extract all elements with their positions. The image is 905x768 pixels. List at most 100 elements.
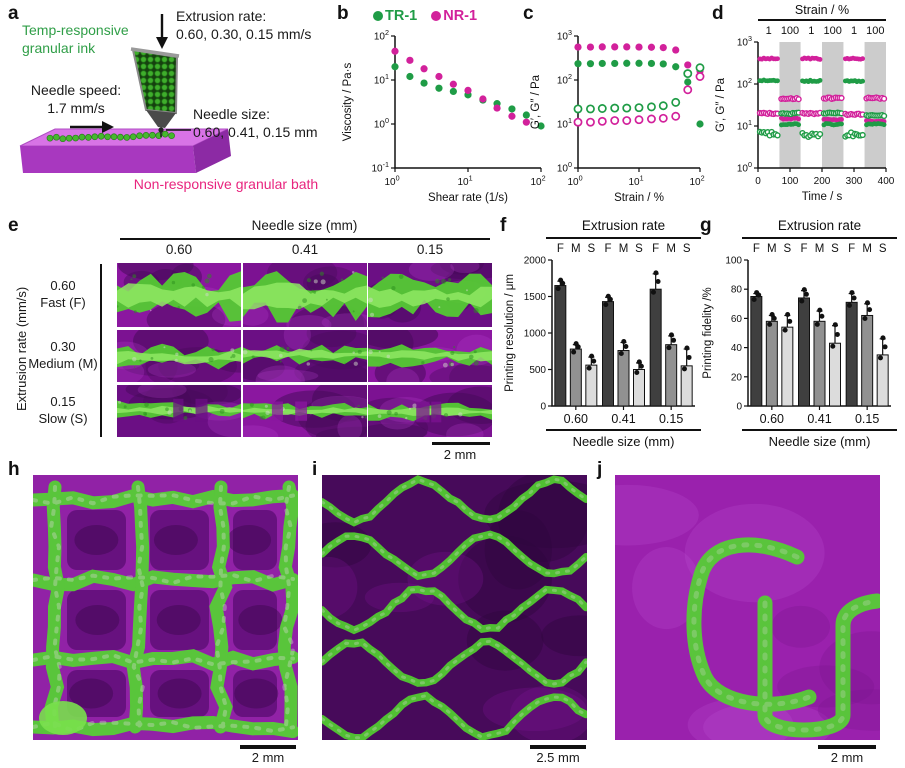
svg-text:Strain / %: Strain / % — [795, 3, 849, 17]
col-label-015: 0.15 — [416, 242, 444, 257]
needle-speed-value: 1.7 mm/s — [47, 99, 105, 116]
svg-text:Extrusion rate: Extrusion rate — [582, 218, 665, 233]
svg-text:2000: 2000 — [524, 256, 547, 267]
svg-text:100: 100 — [782, 176, 799, 187]
panel-c-label: c — [523, 3, 534, 24]
svg-text:Strain / %: Strain / % — [614, 192, 664, 204]
panel-g-label: g — [700, 215, 712, 236]
svg-text:101: 101 — [457, 174, 472, 189]
svg-text:F: F — [800, 243, 807, 255]
panel-d-recovery: Strain / % 1 100 1 100 1 100 100 101 102 103 0 100 20… — [710, 0, 905, 212]
svg-text:1000: 1000 — [524, 329, 547, 340]
svg-text:500: 500 — [529, 365, 546, 376]
scalebar-text-e: 2 mm — [443, 447, 477, 462]
panel-e-label: e — [8, 215, 19, 236]
svg-text:101: 101 — [737, 118, 752, 133]
panel-g-fidelity: Extrusion rate 0 20 40 60 80 100 F M S 0.60 F M S 0.41… — [698, 214, 905, 464]
svg-text:101: 101 — [374, 72, 389, 87]
svg-text:M: M — [767, 243, 777, 255]
svg-text:80: 80 — [731, 285, 743, 296]
svg-text:S: S — [635, 243, 643, 255]
row-value: 0.60 — [50, 278, 76, 293]
svg-text:0.60: 0.60 — [760, 412, 784, 426]
cu-letters-micrograph — [615, 475, 880, 740]
svg-text:102: 102 — [557, 72, 572, 87]
legend-nr1-label: NR-1 — [443, 8, 478, 24]
micrograph-tile — [242, 263, 367, 327]
printing-setup-illustration — [19, 14, 231, 173]
svg-text:101: 101 — [557, 116, 572, 131]
svg-text:0: 0 — [540, 402, 546, 413]
svg-text:Shear rate (1/s): Shear rate (1/s) — [428, 192, 508, 204]
svg-text:300: 300 — [846, 176, 863, 187]
panel-b-label: b — [337, 3, 349, 24]
svg-text:S: S — [683, 243, 691, 255]
needle-speed-label: Needle speed: 1.7 mm/s — [12, 82, 140, 117]
legend: TR-1 NR-1 — [373, 8, 485, 24]
header-underline — [120, 238, 490, 240]
legend-entry-nr1: NR-1 — [431, 8, 477, 24]
svg-text:100: 100 — [866, 25, 884, 37]
svg-text:F: F — [753, 243, 760, 255]
svg-text:0.15: 0.15 — [659, 412, 683, 426]
micrograph-tile — [117, 330, 241, 382]
row-label-medium: 0.30 Medium (M) — [28, 339, 98, 373]
row-name: Slow (S) — [38, 410, 88, 426]
needle-size-title: Needle size: — [193, 106, 271, 122]
panel-j-label: j — [597, 459, 603, 480]
panel-b-viscosity: TR-1 NR-1 100 101 102 10-1 100 101 102 Shear ra… — [335, 4, 550, 209]
wavy-lines-micrograph — [322, 475, 587, 740]
svg-text:0.41: 0.41 — [611, 412, 635, 426]
needle-size-label: Needle size: 0.60, 0.41, 0.15 mm — [193, 106, 318, 141]
svg-text:M: M — [571, 243, 581, 255]
svg-text:G′, G″ / Pa: G′, G″ / Pa — [715, 77, 727, 132]
svg-text:M: M — [815, 243, 825, 255]
scalebar-text-h: 2 mm — [251, 750, 285, 765]
svg-text:102: 102 — [689, 174, 704, 189]
row-label-slow: 0.15 Slow (S) — [28, 394, 98, 428]
micrograph-tile — [368, 330, 492, 382]
panel-j-cu-letters: 2 mm — [596, 458, 905, 768]
ink-label: Temp-responsive granular ink — [22, 22, 129, 56]
svg-text:103: 103 — [737, 34, 752, 49]
scalebar-line-e — [432, 442, 490, 445]
svg-text:1500: 1500 — [524, 292, 547, 303]
scalebar-text-j: 2 mm — [830, 750, 864, 765]
micrograph-grid — [117, 263, 495, 438]
svg-text:102: 102 — [374, 28, 389, 43]
scalebar-line-i — [530, 745, 586, 749]
svg-text:0.60: 0.60 — [564, 412, 588, 426]
svg-text:100: 100 — [781, 25, 799, 37]
svg-text:102: 102 — [737, 76, 752, 91]
svg-text:100: 100 — [824, 25, 842, 37]
panel-h-lattice: 2 mm — [0, 458, 310, 768]
svg-text:200: 200 — [814, 176, 831, 187]
lattice-micrograph — [33, 475, 298, 740]
micrograph-tile — [117, 385, 241, 437]
row-name: Medium (M) — [28, 355, 98, 371]
extrusion-rate-label: Extrusion rate: 0.60, 0.30, 0.15 mm/s — [176, 8, 311, 43]
micrograph-tile — [242, 385, 367, 437]
panel-c-strain-sweep: 100 101 102 100 101 102 103 Strain / % G′, G″ / … — [523, 4, 713, 209]
svg-text:1: 1 — [808, 25, 814, 37]
svg-text:Time / s: Time / s — [802, 191, 843, 203]
extrusion-rate-title: Extrusion rate: — [176, 8, 267, 24]
bath-label: Non-responsive granular bath — [133, 176, 319, 192]
micrograph-tile — [368, 385, 492, 437]
svg-text:Needle size (mm): Needle size (mm) — [573, 434, 675, 449]
scalebar-line-h — [240, 745, 296, 749]
svg-text:Needle size (mm): Needle size (mm) — [769, 434, 871, 449]
svg-text:S: S — [587, 243, 595, 255]
legend-entry-tr1: TR-1 — [373, 8, 417, 24]
svg-text:1: 1 — [766, 25, 772, 37]
svg-text:0: 0 — [736, 402, 742, 413]
panel-d-label: d — [712, 3, 724, 24]
svg-text:S: S — [831, 243, 839, 255]
svg-text:100: 100 — [374, 116, 389, 131]
svg-text:10-1: 10-1 — [371, 160, 389, 175]
panel-h-label: h — [8, 459, 20, 480]
svg-text:20: 20 — [731, 372, 743, 383]
